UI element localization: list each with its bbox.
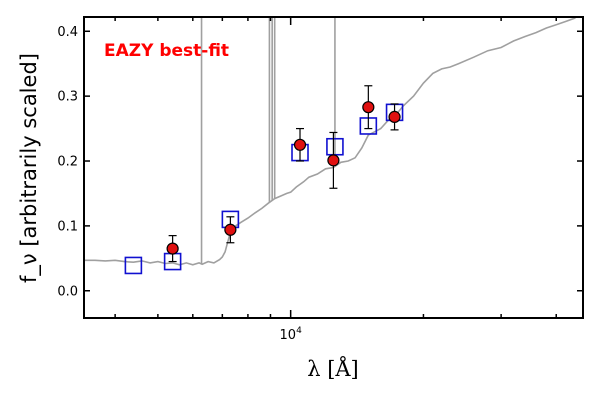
observed-flux-point — [224, 223, 237, 236]
x-tick-label: 104 — [280, 326, 303, 343]
x-axis-label: λ [Å] — [307, 356, 359, 381]
plot-area: 0.0 0.1 0.2 0.3 0.4 104 — [57, 17, 583, 343]
x-tick-exponent: 4 — [296, 326, 302, 336]
observed-flux-point — [166, 242, 179, 255]
observed-flux-point — [293, 138, 307, 151]
y-tick-label: 0.1 — [57, 219, 78, 234]
plot-content — [84, 17, 578, 275]
model-flux-square — [124, 256, 143, 275]
annotation-label: EAZY best-fit — [104, 41, 229, 61]
sed-curve — [84, 17, 578, 266]
observed-flux-point — [362, 101, 375, 114]
y-tick-label: 0.2 — [57, 155, 78, 170]
observed-flux-point — [327, 154, 340, 167]
observed-flux-point — [388, 110, 401, 124]
y-tick-label: 0.0 — [57, 284, 78, 299]
axes-frame — [83, 16, 584, 319]
y-tick-label: 0.4 — [57, 25, 78, 40]
y-axis-label: f_ν [arbitrarily scaled] — [17, 53, 42, 283]
y-tick-label: 0.3 — [57, 90, 78, 105]
